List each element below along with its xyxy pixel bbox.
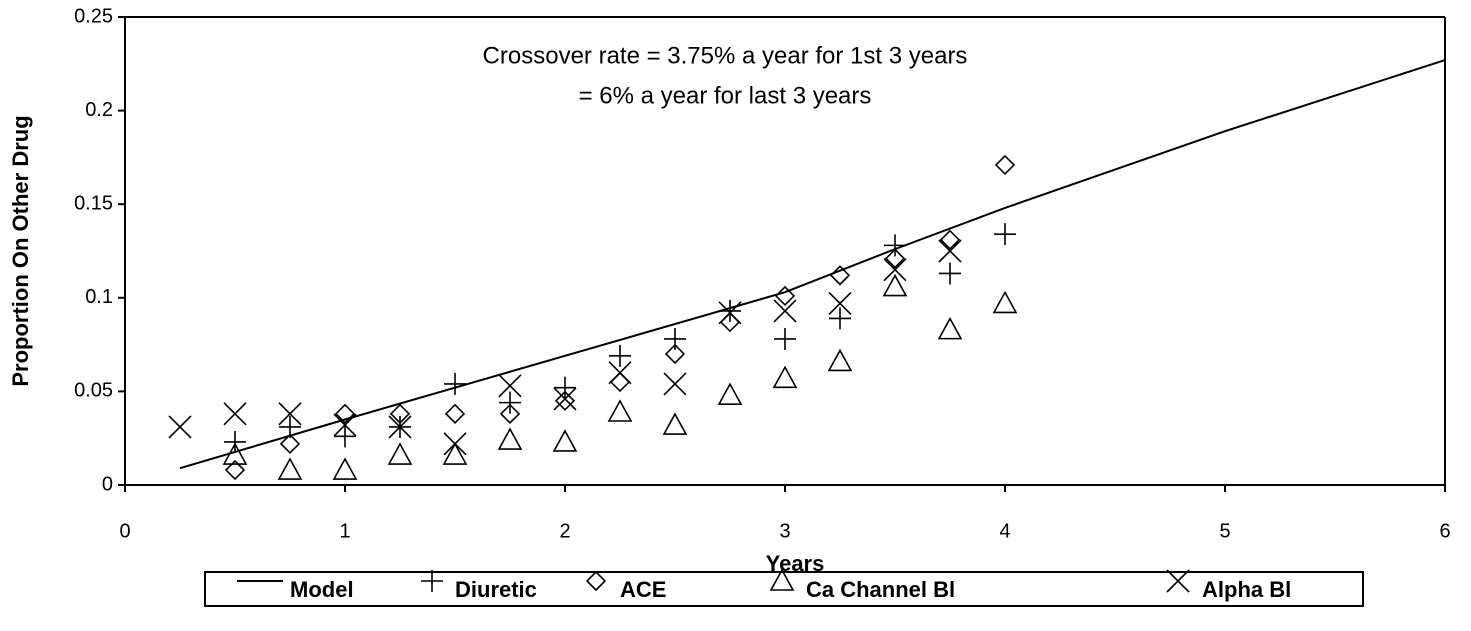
point: [884, 234, 906, 257]
point: [773, 299, 797, 323]
point: [554, 376, 576, 399]
point: [882, 273, 908, 297]
point: [388, 415, 412, 439]
x-tick-label: 4: [999, 520, 1010, 542]
point: [663, 372, 687, 396]
point: [333, 413, 357, 437]
point: [168, 415, 192, 439]
point: [444, 372, 466, 395]
legend-box: [204, 571, 1364, 607]
point: [223, 402, 247, 426]
point: [224, 459, 246, 481]
y-tick-label: 0.25: [74, 5, 113, 27]
point: [828, 291, 852, 315]
point: [498, 374, 522, 398]
point: [443, 432, 467, 456]
point: [829, 265, 851, 286]
annotation: Crossover rate = 3.75% a year for 1st 3 …: [483, 42, 968, 69]
point: [827, 348, 853, 372]
point: [992, 290, 1018, 314]
point: [937, 316, 963, 340]
point: [883, 258, 907, 282]
y-tick-label: 0.2: [85, 99, 113, 121]
point: [278, 402, 302, 426]
legend-symbol: [769, 568, 795, 591]
point: [609, 371, 631, 393]
point: [609, 344, 631, 367]
legend-symbol: [585, 570, 607, 592]
point: [553, 387, 577, 411]
point: [718, 301, 742, 325]
y-axis-title: Proportion On Other Drug: [8, 115, 33, 386]
point: [774, 327, 796, 350]
point: [829, 307, 851, 330]
point: [334, 425, 356, 448]
y-tick-label: 0.1: [85, 286, 113, 308]
point: [334, 403, 356, 424]
annotation: = 6% a year for last 3 years: [579, 82, 872, 109]
point: [442, 442, 468, 465]
x-tick-label: 6: [1439, 520, 1450, 542]
y-tick-label: 0: [102, 473, 113, 495]
point: [277, 457, 303, 480]
legend-label: Ca Channel Bl: [806, 577, 955, 602]
point: [719, 299, 741, 322]
x-tick-label: 5: [1219, 520, 1230, 542]
point: [994, 223, 1016, 246]
point: [497, 427, 523, 450]
point: [607, 399, 633, 422]
x-tick-label: 3: [779, 520, 790, 542]
point: [389, 403, 411, 424]
point: [884, 248, 906, 269]
point: [994, 154, 1016, 176]
point: [552, 429, 578, 452]
point: [554, 390, 576, 411]
point: [444, 403, 466, 424]
point: [772, 365, 798, 389]
point: [939, 262, 961, 285]
point: [279, 433, 301, 454]
legend-symbol: [1166, 569, 1190, 593]
point: [332, 457, 358, 480]
legend-label: ACE: [620, 577, 666, 602]
point: [387, 442, 413, 465]
legend-symbol: [421, 570, 443, 592]
point: [664, 327, 686, 350]
point: [939, 229, 961, 250]
point: [499, 403, 521, 424]
legend-label: Diuretic: [455, 577, 537, 602]
point: [224, 430, 246, 453]
point: [662, 412, 688, 435]
point: [717, 382, 743, 405]
legend-label: Alpha Bl: [1202, 577, 1291, 602]
y-tick-label: 0.05: [74, 380, 113, 402]
point: [774, 285, 796, 307]
y-tick-label: 0.15: [74, 192, 113, 214]
x-tick-label: 1: [339, 520, 350, 542]
point: [664, 343, 686, 365]
model-line: [179, 59, 1446, 470]
point: [938, 239, 962, 263]
legend-label: Model: [290, 577, 354, 602]
point: [608, 361, 632, 385]
x-tick-label: 2: [559, 520, 570, 542]
x-tick-label: 0: [119, 520, 130, 542]
point: [222, 442, 248, 465]
point: [499, 391, 521, 414]
